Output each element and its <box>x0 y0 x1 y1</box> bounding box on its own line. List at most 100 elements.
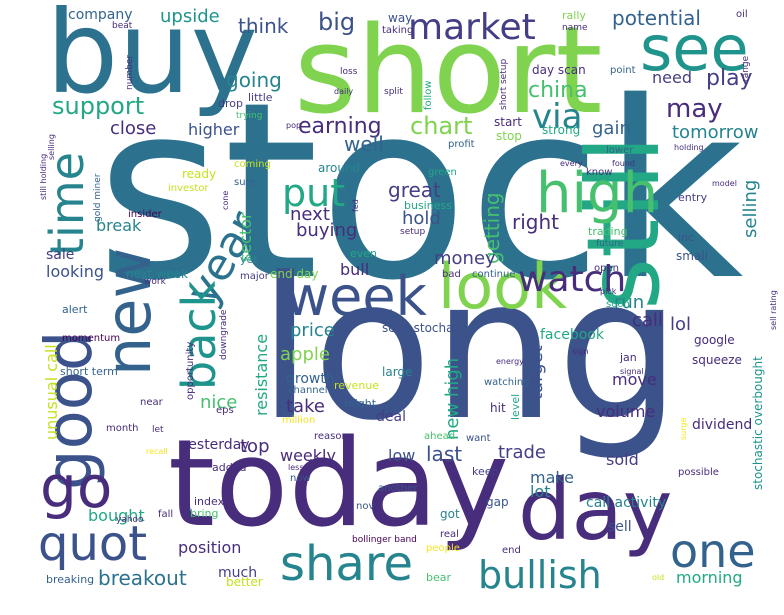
word-index: index <box>194 495 225 508</box>
word-channel: channel <box>288 385 328 396</box>
word-watch: watch <box>518 259 627 300</box>
word-entry: entry <box>678 191 708 204</box>
word-think: think <box>238 14 289 38</box>
word-new-high: new high <box>442 357 463 440</box>
word-top: top <box>240 436 270 457</box>
word-bought: bought <box>88 506 145 525</box>
word-close: close <box>110 118 157 139</box>
word-million: million <box>282 415 316 426</box>
word-stop: stop <box>496 129 522 143</box>
word-need: need <box>652 68 692 87</box>
word-put: put <box>282 171 346 215</box>
word-rally: rally <box>562 9 586 22</box>
word-people: people <box>426 543 460 554</box>
word-work: work <box>144 277 166 287</box>
word-yesterday: yesterday <box>180 437 250 453</box>
word-right: right <box>512 210 559 234</box>
word-facebook: facebook <box>540 327 604 343</box>
word-keep: keep <box>472 465 499 478</box>
word-bear: bear <box>426 571 452 584</box>
word-fed: fed <box>351 199 360 212</box>
word-one: one <box>670 524 756 578</box>
word-see: see <box>640 12 749 85</box>
word-nov: nov <box>356 501 375 512</box>
word-back: back <box>172 280 226 390</box>
word-trade: trade <box>498 442 546 463</box>
word-open: open <box>594 263 619 274</box>
word-trying: trying <box>236 111 263 121</box>
word-looking: looking <box>46 262 105 281</box>
word-start: start <box>494 115 522 129</box>
word-gain: gain <box>592 118 631 139</box>
word-potential: potential <box>612 6 701 30</box>
word-future: future <box>596 239 624 249</box>
word-reason: reason <box>314 431 348 442</box>
word-little: little <box>248 91 273 104</box>
word-oil: oil <box>736 9 748 20</box>
word-holding: holding <box>674 143 704 152</box>
word-lol: lol <box>670 314 692 335</box>
word-gold-miner: gold miner <box>93 173 103 222</box>
word-breaking: breaking <box>46 573 95 586</box>
word-less: less <box>288 463 304 472</box>
word-major: major <box>240 271 269 282</box>
word-position: position <box>178 538 242 557</box>
word-got: got <box>440 507 460 521</box>
word-short: short <box>294 2 603 141</box>
word-yet: yet <box>240 253 258 266</box>
word-call-activity: call activity <box>586 495 667 511</box>
word-sell: sell <box>608 519 632 535</box>
word-downgrade: downgrade <box>219 309 229 360</box>
word-way: way <box>388 11 413 25</box>
word-ready: ready <box>182 167 217 181</box>
word-momentum: momentum <box>62 333 121 344</box>
word-hold: hold <box>402 208 441 229</box>
word-go: go <box>40 453 113 521</box>
word-coming: coming <box>234 159 271 170</box>
word-upside: upside <box>160 6 220 27</box>
word-dividend: dividend <box>692 417 753 433</box>
word-squeeze: squeeze <box>692 353 742 367</box>
word-let: let <box>152 425 164 435</box>
word-bad: bad <box>442 269 461 280</box>
word-lower: lower <box>606 145 634 156</box>
word-sale: sale <box>46 247 75 263</box>
word-scan-stochastic: scan stochastic <box>382 321 475 335</box>
word-short-setup: short setup <box>499 58 509 110</box>
word-sign: sign <box>572 347 589 356</box>
word-watching: watching <box>484 377 530 388</box>
word-even: even <box>350 247 378 260</box>
word-trading: trading <box>588 225 628 238</box>
word-recall: recall <box>146 447 168 456</box>
word-bull: bull <box>340 260 370 279</box>
word-another: another <box>378 483 418 494</box>
word-near: near <box>140 397 163 408</box>
word-taking: taking <box>382 25 414 36</box>
word-next: next <box>290 204 330 225</box>
word-insider: insider <box>128 209 162 220</box>
word-great: great <box>388 178 441 202</box>
word-small: small <box>676 249 708 263</box>
word-breakout: breakout <box>98 566 187 590</box>
word-possible: possible <box>678 467 719 478</box>
word-low: low <box>388 446 416 465</box>
word-green: green <box>428 167 457 178</box>
word-range: range <box>741 55 751 82</box>
word-next-week: next week <box>126 267 188 281</box>
word-break: break <box>96 216 142 235</box>
word-strong: strong <box>542 123 581 137</box>
word-take: take <box>286 396 325 417</box>
word-china: china <box>528 78 588 103</box>
word-sold: sold <box>606 450 639 469</box>
word-run: run <box>614 292 645 313</box>
word-investor: investor <box>168 183 209 194</box>
word-higher: higher <box>188 120 240 139</box>
word-week: week <box>285 265 427 328</box>
word-fall: fall <box>158 509 174 520</box>
word-end: end <box>502 545 521 556</box>
word-hit: hit <box>490 401 506 415</box>
word-pick: pick <box>600 287 617 296</box>
word-today: today <box>168 415 510 554</box>
word-play: play <box>706 66 753 91</box>
